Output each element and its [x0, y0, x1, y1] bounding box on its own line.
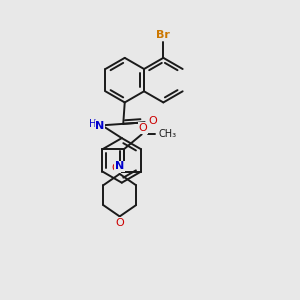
Text: O: O — [115, 218, 124, 228]
Text: N: N — [95, 121, 105, 131]
Text: O: O — [148, 116, 157, 126]
Text: Br: Br — [156, 30, 170, 40]
Text: H: H — [89, 118, 96, 128]
Text: N: N — [115, 161, 124, 171]
Text: CH₃: CH₃ — [159, 129, 177, 140]
Text: O: O — [111, 163, 120, 173]
Text: O: O — [139, 123, 148, 133]
